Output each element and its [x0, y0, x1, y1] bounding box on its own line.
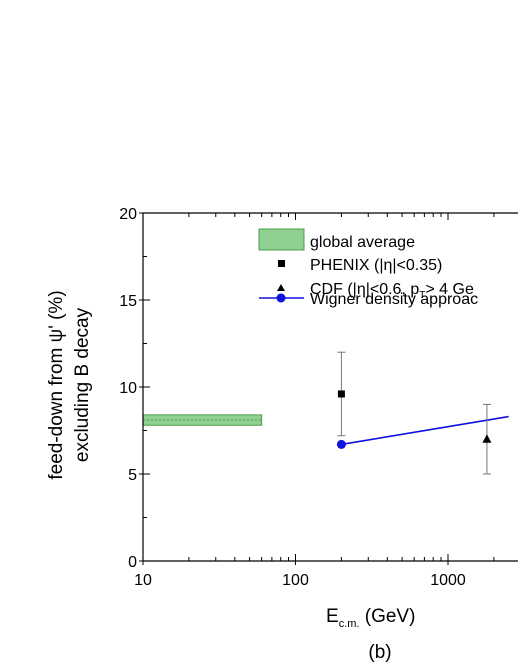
tick-labels: 0 5 10 15 20 10 100 1000 [119, 206, 466, 589]
x-axis-label: Ec.m. (GeV) [326, 606, 415, 630]
y-axis-label-line1: feed-down from ψ' (%) [46, 290, 67, 479]
legend-cdf: CDF (|η|<0.6, pT> 4 Ge [310, 281, 474, 301]
x-tick-label: 10 [134, 572, 152, 589]
legend-wigner: Wigner density approac [310, 291, 478, 308]
legend-triangle-marker [277, 284, 285, 291]
cdf-point [482, 434, 492, 443]
y-tick-label: 20 [119, 206, 137, 223]
wigner-point [336, 439, 346, 449]
legend-square-marker [278, 260, 285, 267]
y-axis-label-line2: excluding B decay [72, 307, 93, 462]
legend-circle-marker [276, 293, 286, 303]
legend: global average PHENIX (|η|<0.35) CDF (|η… [258, 228, 478, 308]
y-tick-label: 10 [119, 380, 137, 397]
panel-label: (b) [368, 642, 391, 663]
legend-band-swatch [258, 228, 305, 251]
x-tick-label: 1000 [430, 572, 466, 589]
x-tick-label: 100 [282, 572, 309, 589]
ticks [139, 212, 495, 565]
phenix-point [337, 390, 345, 398]
y-tick-label: 15 [119, 293, 137, 310]
legend-global-average: global average [310, 234, 415, 251]
legend-phenix: PHENIX (|η|<0.35) [310, 257, 442, 274]
y-tick-label: 0 [128, 554, 137, 571]
y-tick-label: 5 [128, 467, 137, 484]
wigner-series-line [341, 415, 509, 446]
